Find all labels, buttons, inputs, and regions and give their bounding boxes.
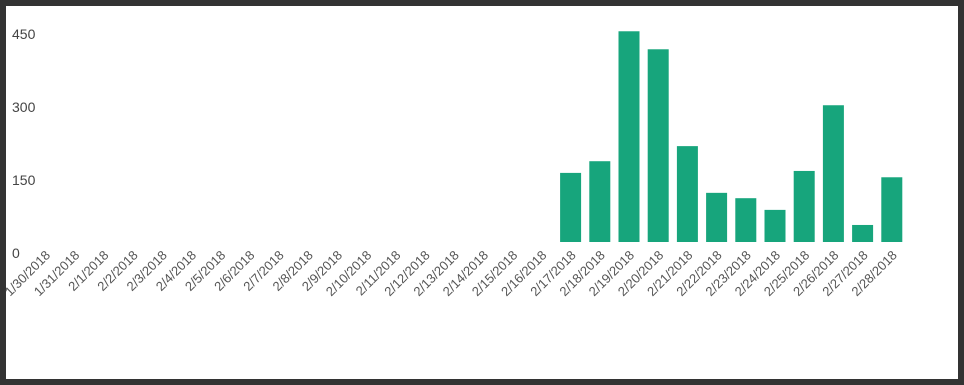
- y-tick-label: 300: [12, 99, 36, 115]
- bar: [618, 31, 640, 243]
- y-tick-label: 150: [12, 172, 36, 188]
- bar: [793, 170, 815, 242]
- y-tick-label: 450: [12, 26, 36, 42]
- bar: [676, 146, 698, 242]
- bar: [852, 224, 874, 242]
- bar: [706, 192, 728, 242]
- bar: [589, 161, 611, 242]
- bar: [560, 172, 582, 242]
- bar: [735, 198, 757, 242]
- bar: [647, 49, 669, 242]
- bar: [822, 105, 844, 242]
- bar: [764, 209, 786, 242]
- bar: [881, 177, 903, 242]
- y-tick-label: 0: [12, 245, 20, 261]
